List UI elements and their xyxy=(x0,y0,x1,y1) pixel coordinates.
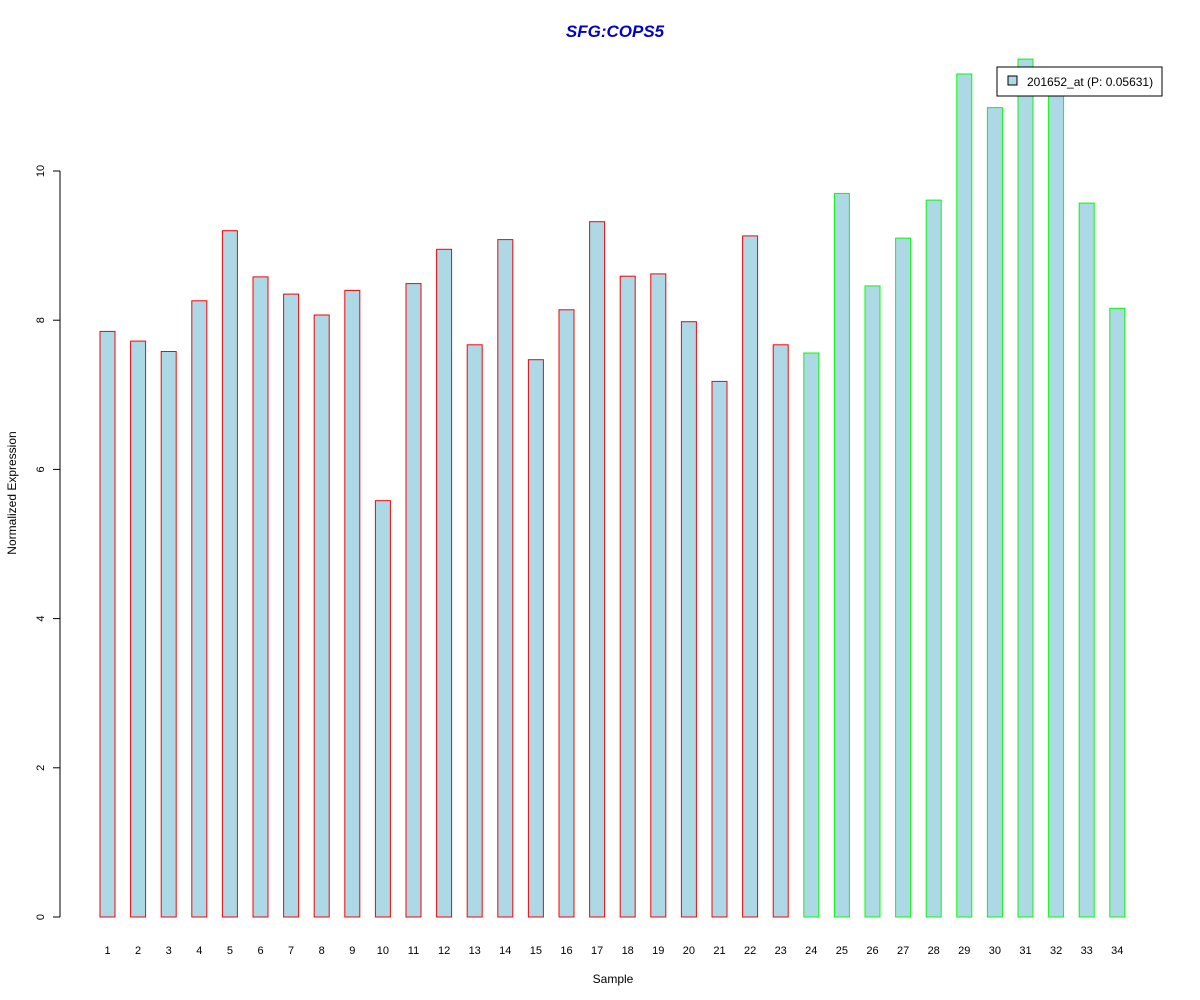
x-tick-label: 13 xyxy=(469,945,481,957)
y-tick-label: 2 xyxy=(35,765,47,771)
y-tick-label: 6 xyxy=(35,466,47,472)
bar xyxy=(650,273,667,918)
x-tick-label: 8 xyxy=(319,945,325,957)
x-tick-label: 20 xyxy=(683,945,695,957)
legend-label: 201652_at (P: 0.05631) xyxy=(1027,75,1153,89)
bar xyxy=(803,352,820,918)
x-tick-label: 30 xyxy=(989,945,1001,957)
bar xyxy=(436,248,453,918)
x-tick-label: 31 xyxy=(1019,945,1031,957)
x-tick-label: 7 xyxy=(288,945,294,957)
bar xyxy=(558,309,575,918)
x-tick-label: 3 xyxy=(166,945,172,957)
bar xyxy=(99,330,116,918)
bar xyxy=(742,235,759,918)
bar xyxy=(925,199,942,918)
y-tick-label: 4 xyxy=(35,616,47,622)
bar xyxy=(160,351,177,918)
x-tick-label: 4 xyxy=(196,945,202,957)
bar xyxy=(680,321,697,918)
x-tick-label: 27 xyxy=(897,945,909,957)
x-tick-label: 17 xyxy=(591,945,603,957)
bar xyxy=(1078,202,1095,918)
bar xyxy=(374,500,391,918)
x-tick-label: 2 xyxy=(135,945,141,957)
bar xyxy=(772,344,789,918)
x-tick-label: 15 xyxy=(530,945,542,957)
bar-series xyxy=(99,58,1126,918)
bar xyxy=(221,230,238,918)
bar xyxy=(497,239,514,918)
x-tick-label: 28 xyxy=(928,945,940,957)
x-tick-label: 18 xyxy=(622,945,634,957)
x-tick-label: 19 xyxy=(652,945,664,957)
x-tick-label: 29 xyxy=(958,945,970,957)
x-tick-label: 9 xyxy=(349,945,355,957)
bar xyxy=(864,285,881,918)
bar xyxy=(833,192,850,918)
x-tick-label: 26 xyxy=(866,945,878,957)
bar xyxy=(527,359,544,918)
bar xyxy=(1017,58,1034,918)
bar xyxy=(589,221,606,918)
y-tick-label: 10 xyxy=(35,165,47,177)
y-tick-label: 0 xyxy=(35,914,47,920)
bar xyxy=(711,380,728,918)
x-tick-label: 32 xyxy=(1050,945,1062,957)
x-tick-label: 5 xyxy=(227,945,233,957)
y-axis-label: Normalized Expression xyxy=(5,431,19,554)
x-tick-label: 23 xyxy=(775,945,787,957)
legend-box xyxy=(996,66,1163,97)
bar xyxy=(986,107,1003,918)
x-tick-label: 11 xyxy=(408,945,419,957)
legend: 201652_at (P: 0.05631) xyxy=(996,66,1163,97)
bar xyxy=(619,275,636,918)
bar xyxy=(344,289,361,918)
bar xyxy=(252,276,269,918)
x-tick-label: 16 xyxy=(560,945,572,957)
bar xyxy=(895,237,912,918)
bar xyxy=(466,344,483,918)
legend-swatch xyxy=(1007,75,1018,86)
x-tick-label: 25 xyxy=(836,945,848,957)
x-tick-label: 21 xyxy=(713,945,725,957)
x-tick-label: 10 xyxy=(377,945,389,957)
bar xyxy=(191,300,208,918)
x-tick-label: 1 xyxy=(104,945,110,957)
bar xyxy=(283,293,300,918)
x-tick-label: 33 xyxy=(1081,945,1093,957)
x-tick-label: 24 xyxy=(805,945,817,957)
x-tick-label: 6 xyxy=(257,945,263,957)
x-tick-label: 22 xyxy=(744,945,756,957)
bar xyxy=(956,73,973,918)
x-tick-label: 34 xyxy=(1111,945,1123,957)
chart-title: SFG:COPS5 xyxy=(566,22,665,41)
bar xyxy=(1109,307,1126,918)
x-axis-tick-labels: 1 2 3 4 5 6 7 8 9 10 11 12 13 14 15 16 17 18 19 20 21 22 23 24 2… xyxy=(104,945,1123,957)
y-tick-label: 8 xyxy=(35,317,47,323)
x-tick-label: 14 xyxy=(499,945,511,957)
x-axis-label: Sample xyxy=(593,972,634,986)
bar xyxy=(405,283,422,918)
bar xyxy=(130,340,147,918)
bar xyxy=(313,314,330,918)
x-tick-label: 12 xyxy=(438,945,450,957)
bar xyxy=(1048,92,1065,918)
y-axis: 0 2 4 6 8 10 xyxy=(35,165,61,920)
